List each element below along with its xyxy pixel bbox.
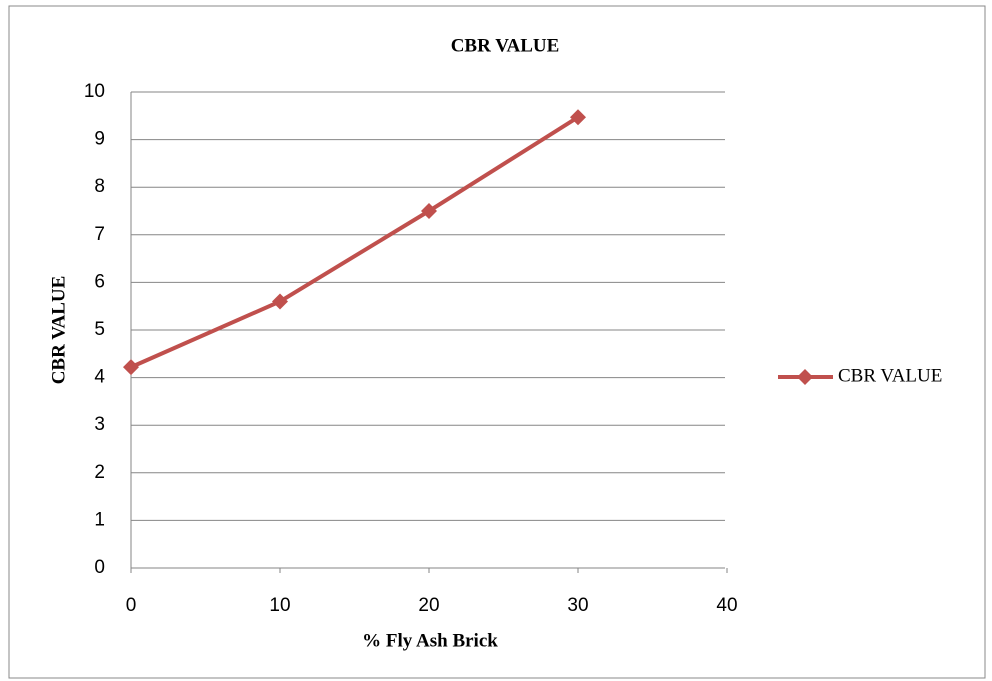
y-tick-label: 4 (94, 367, 105, 388)
y-tick-label: 7 (94, 224, 105, 245)
y-tick-label: 10 (84, 81, 105, 102)
y-axis-label: CBR VALUE (48, 276, 69, 385)
point-marker (272, 293, 288, 310)
y-tick-label: 6 (94, 271, 105, 292)
y-tick-label: 9 (94, 129, 105, 150)
y-tick-label: 5 (94, 319, 105, 340)
y-tick-label: 1 (94, 509, 105, 530)
legend-label: CBR VALUE (838, 365, 942, 386)
y-tick-label: 3 (94, 414, 105, 435)
point-marker (570, 109, 586, 126)
point-marker (123, 359, 139, 376)
chart-border (8, 5, 986, 679)
y-tick-label: 2 (94, 462, 105, 483)
x-axis-label: % Fly Ash Brick (362, 630, 498, 651)
y-tick-label: 0 (94, 557, 105, 578)
x-tick-label: 0 (126, 595, 137, 616)
point-marker (421, 203, 437, 219)
legend-marker (797, 369, 813, 385)
x-tick-label: 40 (716, 595, 737, 616)
x-tick-label: 20 (418, 595, 439, 616)
chart-title: CBR VALUE (451, 35, 560, 56)
x-tick-label: 10 (269, 595, 290, 616)
x-tick-label: 30 (567, 595, 588, 616)
series-line (130, 115, 580, 369)
y-tick-label: 8 (94, 176, 105, 197)
